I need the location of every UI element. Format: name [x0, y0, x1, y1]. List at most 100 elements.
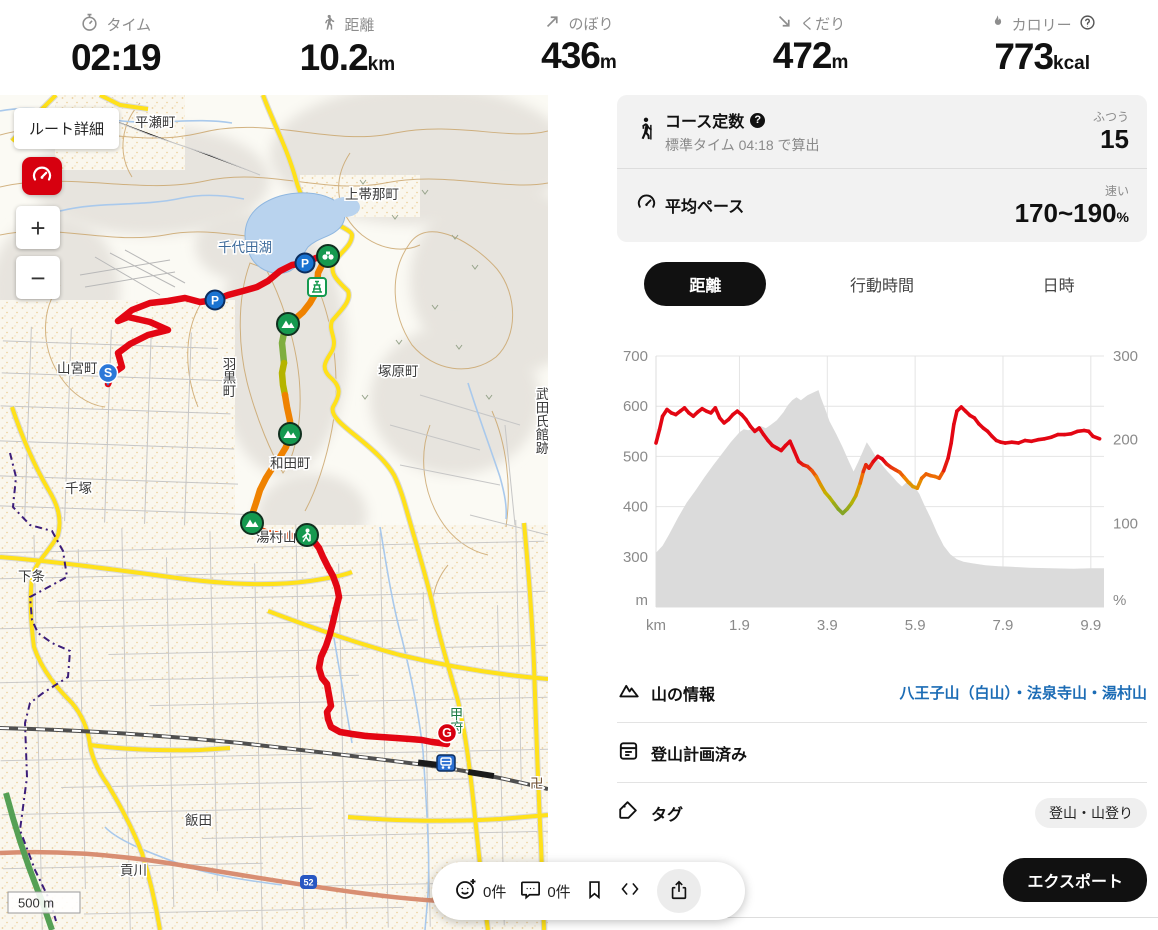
map-place-label: 塚原町 [378, 364, 419, 379]
course-constant-label: コース定数 [665, 114, 745, 131]
zoom-out-button[interactable]: − [16, 256, 60, 299]
elevation-area [656, 390, 1104, 607]
course-summary-card: コース定数 ? 標準タイム 04:18 で算出 ふつう 15 平均ペース 速い … [617, 95, 1147, 242]
stat-calories: カロリー 773kcal [926, 0, 1158, 95]
info-sections: 山の情報 八王子山（白山）・法泉寺山・湯村山 登山計画済み タグ 登山・山登り [617, 663, 1147, 842]
export-button[interactable]: エクスポート [1003, 858, 1147, 902]
stat-ascent-label: のぼり [568, 16, 614, 33]
reaction-button[interactable]: 0件 [452, 873, 508, 909]
map-place-label: 貢川 [120, 863, 147, 878]
chart-mode-tabs: 距離 行動時間 日時 [617, 262, 1147, 306]
tab-active-time[interactable]: 行動時間 [794, 262, 971, 306]
stat-calories-value: 773 [994, 36, 1054, 77]
map-place-label: 下条 [18, 568, 45, 584]
comment-button[interactable]: 0件 [517, 874, 572, 909]
map-marker-peak[interactable] [278, 422, 302, 446]
map-marker-viewpoint[interactable] [316, 244, 340, 268]
stat-ascent-value: 436 [541, 35, 601, 76]
map-marker-goal[interactable]: G [436, 722, 458, 747]
help-icon[interactable] [1079, 14, 1096, 35]
svg-text:km: km [646, 617, 666, 634]
svg-text:S: S [104, 366, 112, 380]
bookmark-icon [584, 879, 605, 904]
action-toolbar: 0件 0件 [432, 862, 745, 920]
svg-text:100: 100 [1113, 515, 1138, 532]
svg-text:300: 300 [1113, 348, 1138, 365]
map-place-label: 卍 [530, 776, 544, 791]
tab-distance[interactable]: 距離 [644, 262, 767, 306]
map-marker-peak[interactable] [276, 312, 300, 336]
svg-text:7.9: 7.9 [993, 617, 1014, 634]
map-place-label: 上帯那町 [345, 187, 399, 202]
map-place-label: 和田町 [270, 456, 311, 471]
flame-icon [989, 13, 1005, 35]
tag-chip[interactable]: 登山・山登り [1035, 797, 1147, 828]
course-constant-row: コース定数 ? 標準タイム 04:18 で算出 ふつう 15 [617, 95, 1147, 168]
tags-row[interactable]: タグ 登山・山登り [617, 783, 1147, 842]
svg-text:5.9: 5.9 [905, 617, 926, 634]
mountain-info-label: 山の情報 [651, 686, 716, 704]
map-marker-hiker[interactable] [295, 523, 319, 547]
stat-descent-label: くだり [800, 16, 846, 33]
stopwatch-icon [80, 13, 99, 36]
svg-text:P: P [211, 293, 219, 307]
stat-ascent: のぼり 436m [463, 0, 695, 95]
map-place-label: 湯村山 [256, 529, 297, 545]
zoom-in-button[interactable]: + [16, 206, 60, 249]
gauge-icon [635, 191, 665, 219]
svg-text:9.9: 9.9 [1080, 617, 1101, 634]
climb-plan-row[interactable]: 登山計画済み [617, 723, 1147, 783]
map-marker-parking[interactable]: P [204, 289, 226, 311]
svg-text:%: % [1113, 592, 1126, 609]
share-button[interactable] [656, 869, 701, 913]
average-pace-rating: 速い [1104, 184, 1129, 198]
svg-text:m: m [636, 592, 649, 609]
course-constant-help-icon[interactable]: ? [750, 112, 766, 128]
mountain-info-row[interactable]: 山の情報 八王子山（白山）・法泉寺山・湯村山 [617, 663, 1147, 723]
stat-distance-label: 距離 [344, 17, 375, 34]
course-constant-value: 15 [1100, 124, 1129, 155]
share-icon [668, 879, 690, 904]
map-marker-station[interactable] [436, 754, 456, 772]
embed-code-button[interactable] [616, 875, 644, 907]
gauge-icon [30, 163, 54, 190]
map-place-label: 武田氏館跡 [534, 387, 549, 455]
emoji-add-icon [454, 877, 478, 905]
map-place-label: 山宮町 [57, 361, 98, 376]
map-place-label: 飯田 [185, 813, 212, 828]
stat-ascent-unit: m [599, 52, 617, 73]
bookmark-button[interactable] [582, 875, 607, 908]
svg-text:52: 52 [303, 878, 313, 888]
average-pace-unit: % [1116, 209, 1129, 225]
stat-calories-unit: kcal [1053, 53, 1091, 74]
comment-bubble-icon [519, 878, 542, 905]
stat-distance-value: 10.2 [299, 37, 369, 78]
mountain-links[interactable]: 八王子山（白山）・法泉寺山・湯村山 [899, 685, 1147, 702]
map-marker-parking[interactable]: P [294, 252, 316, 274]
tab-datetime[interactable]: 日時 [970, 262, 1147, 306]
route-map[interactable]: 平瀬町 千代田湖 上帯那町 山宮町 羽黒町 塚原町 和田町 湯村山 千塚 下条 飯田 貢川 甲府 武田氏館… [0, 85, 600, 930]
route-detail-button[interactable]: ルート詳細 [14, 108, 120, 149]
stat-distance-unit: km [367, 54, 396, 75]
map-marker-start[interactable]: S [97, 362, 119, 387]
map-marker-tower[interactable] [307, 277, 327, 297]
svg-text:500 m: 500 m [18, 896, 54, 911]
course-constant-subtitle: 標準タイム 04:18 で算出 [665, 137, 820, 153]
elevation-pace-chart: 700 600 500 400 300 m 100 200 300% km 1.9 3.9 5.9 7.9… [612, 340, 1158, 640]
average-pace-value: 170~190 [1014, 198, 1117, 228]
svg-text:700: 700 [623, 348, 648, 365]
hiker-icon [635, 116, 665, 147]
map-place-label: 羽黒町 [221, 357, 237, 398]
map-marker-peak[interactable] [240, 511, 264, 535]
route-number-shield: 52 [300, 875, 317, 889]
stat-time-value: 02:19 [70, 37, 162, 78]
descent-arrow-icon [776, 13, 793, 34]
stat-time: タイム 02:19 [0, 0, 232, 95]
svg-text:200: 200 [1113, 432, 1138, 449]
walker-icon [320, 13, 337, 36]
tag-icon [617, 799, 651, 826]
pace-layer-button[interactable] [22, 157, 62, 195]
svg-text:1.9: 1.9 [729, 617, 750, 634]
stat-time-label: タイム [106, 17, 152, 34]
